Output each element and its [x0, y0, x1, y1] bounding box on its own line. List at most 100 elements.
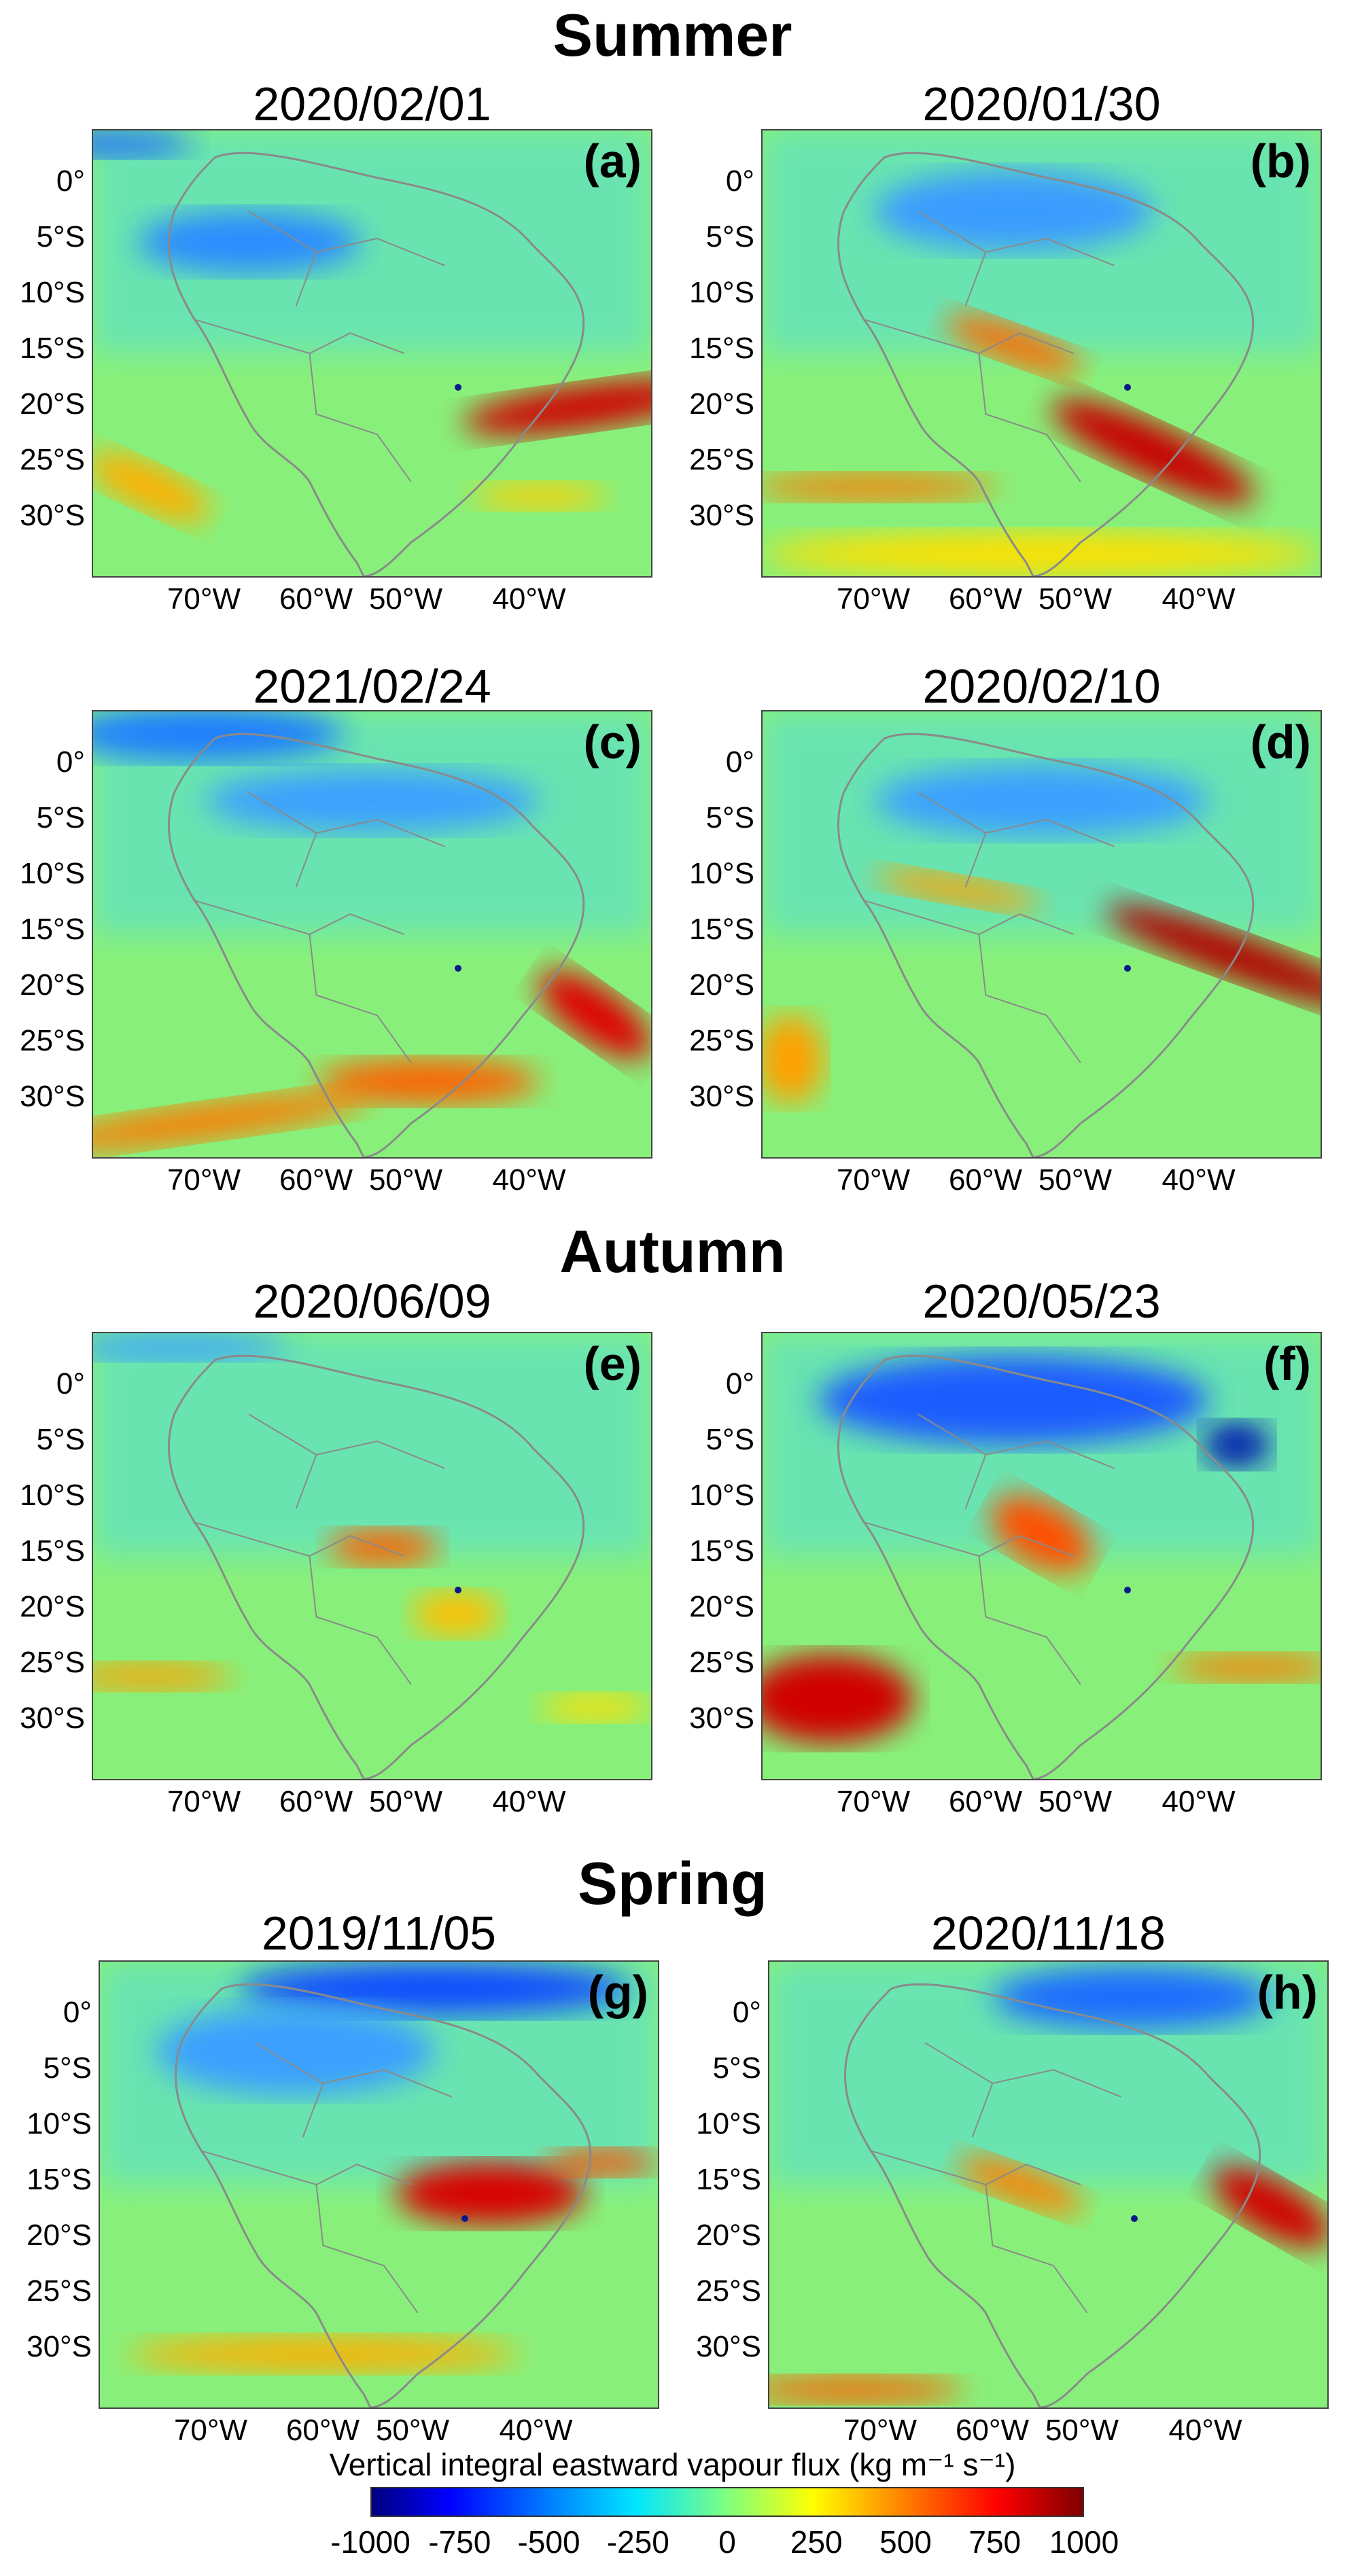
lat-label: 0°	[725, 164, 754, 198]
map-panel-e: (e)	[92, 1332, 652, 1780]
flux-feature	[992, 1966, 1272, 2029]
lon-label: 40°W	[492, 582, 566, 616]
lat-label: 20°S	[20, 968, 85, 1002]
colorbar-tick: -750	[428, 2524, 491, 2560]
station-marker	[455, 1586, 462, 1593]
lon-label: 40°W	[492, 1785, 566, 1818]
panel-date-d: 2020/02/10	[922, 660, 1161, 713]
country-borders	[863, 792, 1115, 1063]
panel-letter-c: (c)	[583, 716, 642, 769]
map-panel-a: (a)	[92, 129, 652, 578]
lat-label: 15°S	[696, 2163, 761, 2196]
coastline	[843, 1983, 1261, 2407]
flux-feature	[763, 1654, 913, 1744]
flux-feature	[93, 1092, 371, 1151]
flux-feature	[1051, 398, 1255, 505]
flux-feature	[93, 130, 194, 158]
lat-label: 10°S	[689, 857, 754, 890]
flux-field-g	[100, 1962, 658, 2407]
flux-feature	[472, 482, 607, 510]
lat-label: 25°S	[20, 443, 85, 476]
lon-label: 40°W	[1168, 2414, 1242, 2447]
panel-letter-b: (b)	[1250, 135, 1311, 188]
flux-field-d	[763, 711, 1321, 1157]
season-title-spring: Spring	[578, 1850, 767, 1917]
flux-feature	[818, 1355, 1209, 1445]
country-borders	[200, 2042, 452, 2314]
lat-label: 25°S	[20, 1024, 85, 1057]
flux-feature	[769, 2376, 965, 2403]
lat-label: 20°S	[696, 2219, 761, 2252]
lat-label: 10°S	[20, 276, 85, 309]
flux-feature	[316, 1059, 540, 1104]
lon-label: 60°W	[948, 1163, 1023, 1197]
flux-feature	[546, 2149, 658, 2176]
flux-feature	[1203, 1422, 1271, 1467]
country-borders	[194, 792, 445, 1063]
lon-label: 70°W	[843, 2414, 918, 2447]
panel-letter-e: (e)	[583, 1337, 642, 1390]
lon-label: 40°W	[1161, 1785, 1236, 1818]
panel-date-c: 2021/02/24	[253, 660, 491, 713]
flux-feature	[763, 1014, 824, 1104]
lat-label: 5°S	[43, 2051, 92, 2085]
lat-label: 30°S	[20, 499, 85, 532]
lon-label: 60°W	[948, 1785, 1023, 1818]
lon-label: 50°W	[368, 582, 443, 616]
flux-feature	[205, 769, 540, 832]
flux-feature	[874, 764, 1209, 836]
panel-date-g: 2019/11/05	[261, 1907, 497, 1960]
panel-letter-a: (a)	[583, 135, 642, 188]
flux-feature	[875, 870, 1041, 910]
lat-label: 20°S	[689, 1590, 754, 1623]
lat-label: 5°S	[36, 1423, 85, 1456]
lat-label: 30°S	[696, 2330, 761, 2363]
flux-feature	[763, 531, 1321, 576]
lat-label: 20°S	[689, 968, 754, 1002]
flux-field-e	[93, 1333, 651, 1779]
panel-date-b: 2020/01/30	[922, 77, 1161, 130]
lat-label: 15°S	[20, 1534, 85, 1568]
flux-feature	[763, 474, 997, 501]
lon-label: 50°W	[368, 1163, 443, 1197]
lat-label: 10°S	[20, 857, 85, 890]
flux-field-c	[93, 711, 651, 1157]
lon-label: 70°W	[167, 1163, 241, 1197]
lon-label: 60°W	[279, 582, 353, 616]
flux-feature	[539, 1694, 651, 1721]
lat-label: 30°S	[689, 1080, 754, 1113]
lat-label: 10°S	[696, 2107, 761, 2140]
country-borders	[863, 211, 1115, 482]
lon-label: 50°W	[1038, 1163, 1113, 1197]
lat-label: 15°S	[20, 332, 85, 365]
colorbar-tick: 250	[790, 2524, 843, 2560]
panel-date-a: 2020/02/01	[253, 77, 491, 130]
coastline	[837, 1354, 1255, 1779]
lat-label: 30°S	[689, 499, 754, 532]
colorbar-tick: -1000	[330, 2524, 411, 2560]
lat-label: 25°S	[689, 1646, 754, 1679]
lon-label: 50°W	[1038, 1785, 1113, 1818]
lon-label: 60°W	[955, 2414, 1030, 2447]
colorbar-tick: 1000	[1049, 2524, 1119, 2560]
flux-feature	[93, 1663, 233, 1690]
map-panel-b: (b)	[761, 129, 1322, 578]
colorbar-tick: 0	[718, 2524, 736, 2560]
lat-label: 10°S	[27, 2107, 92, 2140]
lon-label: 70°W	[173, 2414, 248, 2447]
lat-label: 30°S	[20, 1080, 85, 1113]
colorbar-tick: -250	[606, 2524, 669, 2560]
lon-label: 40°W	[499, 2414, 573, 2447]
flux-field-f	[763, 1333, 1321, 1779]
lon-label: 40°W	[492, 1163, 566, 1197]
colorbar-tick: 750	[968, 2524, 1021, 2560]
flux-feature	[396, 2162, 586, 2225]
coastline	[837, 152, 1255, 576]
panel-letter-f: (f)	[1263, 1337, 1311, 1390]
lon-label: 50°W	[368, 1785, 443, 1818]
lat-label: 25°S	[20, 1646, 85, 1679]
flux-field-a	[93, 130, 651, 576]
station-marker	[455, 964, 462, 972]
flux-feature	[239, 1962, 630, 2015]
lat-label: 0°	[56, 1367, 85, 1400]
